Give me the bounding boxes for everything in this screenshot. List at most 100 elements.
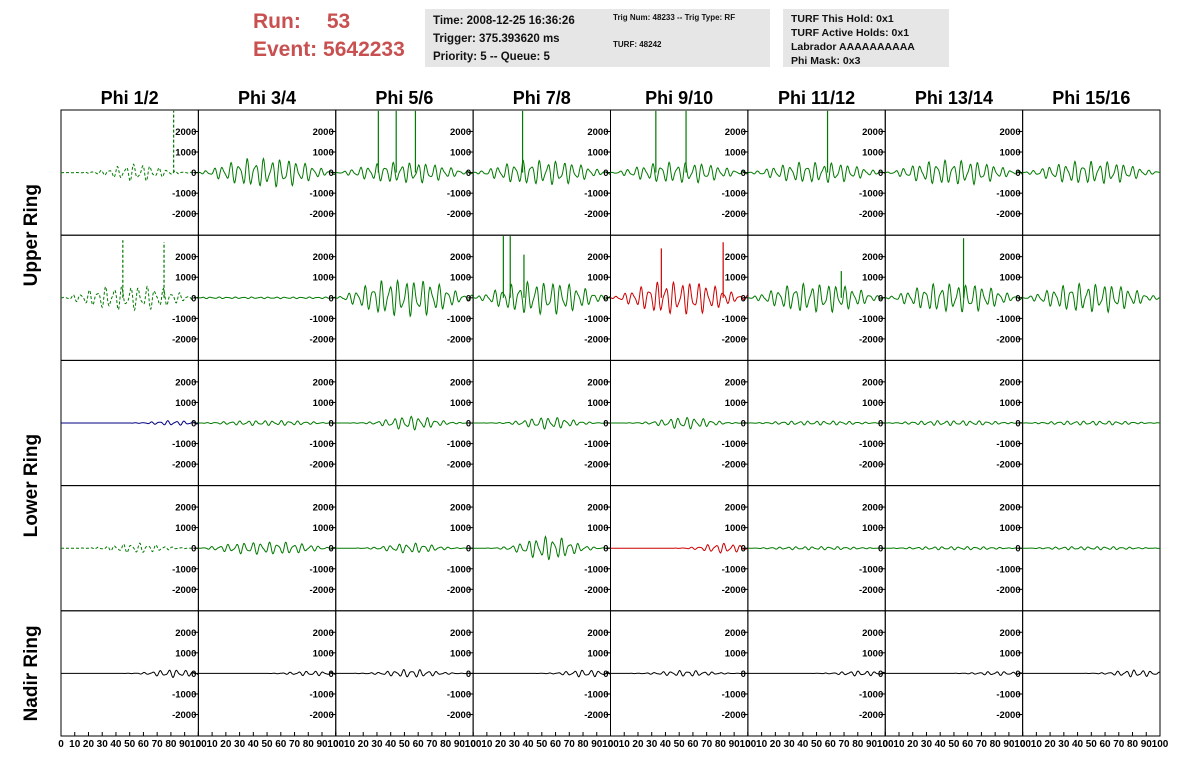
x-tick-label: 70 xyxy=(564,739,576,750)
column-title: Phi 3/4 xyxy=(238,88,296,108)
x-tick-label: 0 xyxy=(470,739,476,750)
x-tick-label: 30 xyxy=(646,739,658,750)
y-tick-label: -2000 xyxy=(584,585,608,596)
y-tick-label: 1000 xyxy=(999,273,1020,284)
x-tick-label: 40 xyxy=(523,739,535,750)
time-line: Time: 2008-12-25 16:36:26 xyxy=(433,15,575,27)
waveform-line xyxy=(747,420,886,426)
y-tick-label: 0 xyxy=(328,544,333,555)
x-tick-label: 60 xyxy=(825,739,837,750)
y-tick-label: -1000 xyxy=(172,689,196,700)
y-tick-label: -1000 xyxy=(309,189,333,200)
y-tick-label: 2000 xyxy=(725,503,746,514)
priority-line: Priority: 5 -- Queue: 5 xyxy=(433,51,550,63)
waveform-line xyxy=(885,282,1024,313)
x-tick-label: 80 xyxy=(165,739,177,750)
x-tick-label: 30 xyxy=(371,739,383,750)
y-tick-label: -1000 xyxy=(447,189,471,200)
waveform-line xyxy=(747,546,886,551)
x-tick-label: 80 xyxy=(990,739,1002,750)
y-tick-label: 0 xyxy=(328,669,333,680)
x-tick-label: 100 xyxy=(1152,739,1169,750)
x-tick-label: 0 xyxy=(58,739,64,750)
y-tick-label: 2000 xyxy=(999,377,1020,388)
y-tick-label: 1000 xyxy=(862,648,883,659)
y-tick-label: 1000 xyxy=(862,523,883,534)
y-tick-label: -2000 xyxy=(722,710,746,721)
x-tick-label: 70 xyxy=(426,739,438,750)
y-tick-label: -1000 xyxy=(722,689,746,700)
waveform-line xyxy=(61,420,199,426)
waveform-line xyxy=(473,535,611,561)
y-tick-label: 0 xyxy=(328,168,333,179)
y-tick-label: -1000 xyxy=(309,564,333,575)
x-tick-label: 20 xyxy=(1045,739,1057,750)
y-tick-label: 0 xyxy=(603,669,608,680)
y-tick-label: 1000 xyxy=(725,148,746,159)
y-tick-label: 0 xyxy=(603,293,608,304)
y-tick-label: -1000 xyxy=(859,439,883,450)
y-tick-label: -1000 xyxy=(172,564,196,575)
y-tick-label: -2000 xyxy=(447,710,471,721)
x-tick-label: 80 xyxy=(852,739,864,750)
waveform-line xyxy=(61,542,199,554)
y-tick-label: 2000 xyxy=(999,127,1020,138)
y-tick-label: 2000 xyxy=(725,252,746,263)
y-tick-label: -1000 xyxy=(172,314,196,325)
x-tick-label: 30 xyxy=(1058,739,1070,750)
y-tick-label: 0 xyxy=(603,419,608,430)
y-tick-label: -1000 xyxy=(859,564,883,575)
waveform-line xyxy=(335,415,474,431)
y-tick-label: -1000 xyxy=(172,439,196,450)
x-tick-label: 80 xyxy=(715,739,727,750)
turf-hold-line: TURF This Hold: 0x1 xyxy=(791,13,894,25)
x-tick-label: 20 xyxy=(83,739,95,750)
x-tick-label: 40 xyxy=(110,739,122,750)
column-title: Phi 1/2 xyxy=(101,88,159,108)
y-tick-label: -1000 xyxy=(859,689,883,700)
y-tick-label: -1000 xyxy=(447,439,471,450)
waveform-line xyxy=(198,670,336,677)
waveform-line xyxy=(473,417,611,430)
y-tick-label: -2000 xyxy=(584,710,608,721)
waveform-line xyxy=(610,669,748,677)
waveform-line xyxy=(1022,420,1161,426)
y-tick-label: -1000 xyxy=(584,439,608,450)
waveform-line xyxy=(61,163,199,183)
trig-num-line: Trig Num: 48233 -- Trig Type: RF xyxy=(613,13,736,22)
y-tick-label: 1000 xyxy=(587,648,608,659)
run-value: 53 xyxy=(326,10,351,33)
x-tick-label: 50 xyxy=(948,739,960,750)
y-tick-label: -1000 xyxy=(584,689,608,700)
x-tick-label: 90 xyxy=(454,739,466,750)
column-title: Phi 13/14 xyxy=(915,88,993,108)
y-tick-label: -1000 xyxy=(859,314,883,325)
y-tick-label: 0 xyxy=(1015,168,1020,179)
x-tick-label: 50 xyxy=(1086,739,1098,750)
event-label: Event: xyxy=(253,38,318,61)
x-tick-label: 40 xyxy=(660,739,672,750)
waveform-line xyxy=(335,161,474,184)
y-tick-label: -1000 xyxy=(584,564,608,575)
x-tick-label: 30 xyxy=(234,739,246,750)
x-tick-label: 40 xyxy=(248,739,260,750)
trigger-line: Trigger: 375.393620 ms xyxy=(433,33,560,45)
event-header: Run: 53 Event: 5642233 Time: 2008-12-25 … xyxy=(0,0,1196,80)
y-tick-label: 2000 xyxy=(313,503,334,514)
y-tick-label: 0 xyxy=(191,293,196,304)
y-tick-label: 0 xyxy=(466,544,471,555)
x-tick-label: 90 xyxy=(1003,739,1015,750)
y-tick-label: 2000 xyxy=(175,628,196,639)
column-title: Phi 15/16 xyxy=(1052,88,1130,108)
x-tick-label: 50 xyxy=(536,739,548,750)
y-tick-label: 0 xyxy=(466,669,471,680)
waveform-line xyxy=(885,546,1023,551)
x-tick-label: 60 xyxy=(275,739,287,750)
labrador-line: Labrador AAAAAAAAAA xyxy=(791,41,915,53)
x-tick-label: 40 xyxy=(935,739,947,750)
y-tick-label: -2000 xyxy=(309,710,333,721)
y-tick-label: -1000 xyxy=(996,439,1020,450)
x-tick-label: 10 xyxy=(893,739,905,750)
y-tick-label: 1000 xyxy=(725,648,746,659)
y-tick-label: 2000 xyxy=(450,377,471,388)
